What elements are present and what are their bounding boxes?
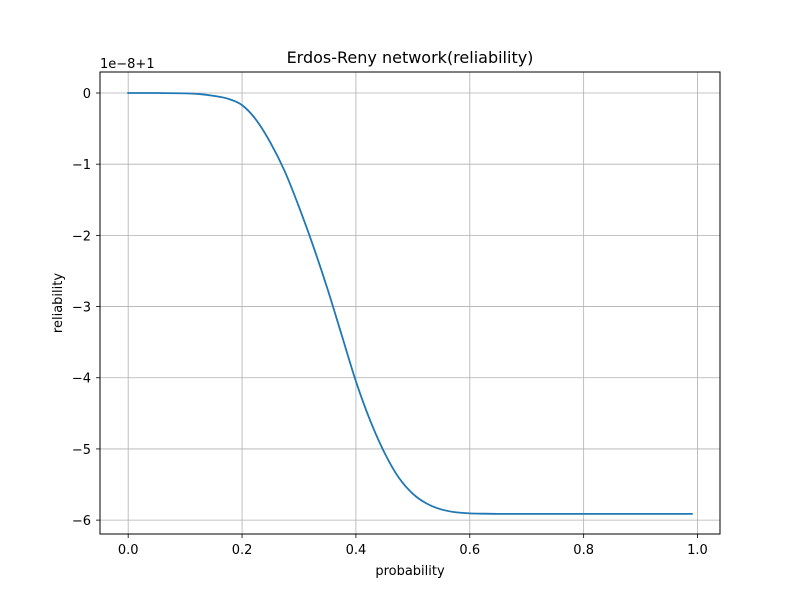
y-tick-label: −2	[72, 229, 91, 244]
x-axis-label: probability	[375, 564, 445, 579]
y-tick-label: 0	[83, 87, 91, 102]
y-tick-label: −5	[72, 443, 91, 458]
y-tick-label: −1	[72, 158, 91, 173]
x-tick-label: 0.4	[346, 543, 367, 558]
y-tick-label: −3	[72, 301, 91, 316]
x-tick-label: 0.8	[573, 543, 594, 558]
series-line-0	[127, 92, 693, 515]
x-tick-label: 0.2	[232, 543, 253, 558]
y-tick-label: −4	[72, 372, 91, 387]
y-axis-label: reliability	[51, 273, 66, 333]
y-tick-label: −6	[72, 514, 91, 529]
plot-area-frame	[99, 71, 721, 535]
y-offset-label: 1e−8+1	[100, 57, 155, 72]
grid-layer	[100, 72, 720, 534]
x-tick-label: 0.0	[118, 543, 139, 558]
x-tick-label: 1.0	[687, 543, 708, 558]
chart-title: Erdos-Reny network(reliability)	[287, 48, 534, 67]
line-layer	[127, 92, 693, 515]
x-tick-label: 0.6	[459, 543, 480, 558]
tick-layer: 0.0 0.2 0.4 0.6 0.8 1.0 0 −1 −2 −3 −4 −5 −6	[72, 87, 708, 558]
